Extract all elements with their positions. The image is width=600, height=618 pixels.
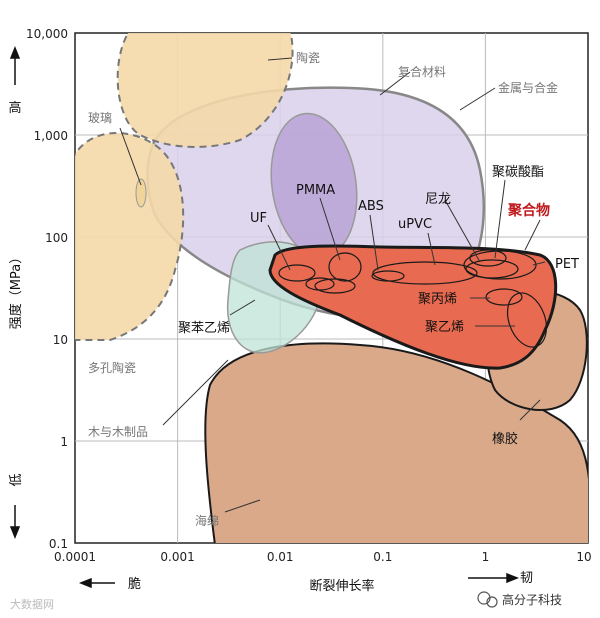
y-axis-bottom-note: 低 xyxy=(9,473,24,486)
y-tick-label: 10,000 xyxy=(26,27,68,41)
label-pet: PET xyxy=(555,257,579,272)
x-tick-label: 10 xyxy=(576,550,591,564)
label-upvc: uPVC xyxy=(398,217,432,232)
y-down-arrow-icon xyxy=(9,505,21,540)
y-tick-label: 10 xyxy=(53,333,68,347)
label-nylon: 尼龙 xyxy=(425,192,451,207)
y-tick-label: 0.1 xyxy=(49,537,68,551)
label-polyethylene: 聚乙烯 xyxy=(425,320,464,335)
y-tick-label: 1 xyxy=(60,435,68,449)
y-tick-label: 100 xyxy=(45,231,68,245)
x-left-arrow-icon xyxy=(78,577,115,589)
leader-lines xyxy=(119,57,546,513)
label-glass: 玻璃 xyxy=(88,111,112,125)
watermark-right: 高分子科技 xyxy=(502,592,562,607)
label-polymers: 聚合物 xyxy=(507,202,550,219)
x-tick-label: 0.0001 xyxy=(54,550,96,564)
x-tick-label: 0.001 xyxy=(160,550,194,564)
region-ceramics xyxy=(116,33,294,148)
x-axis-left-note: 脆 xyxy=(128,576,141,592)
y-tick-label: 1,000 xyxy=(34,129,68,143)
label-rubber: 橡胶 xyxy=(492,431,518,447)
x-axis-title: 断裂伸长率 xyxy=(309,578,374,594)
label-foam: 海绵 xyxy=(195,513,219,528)
region-glass xyxy=(135,178,147,208)
x-tick-label: 1 xyxy=(482,550,490,564)
region-porous-ceramics xyxy=(75,132,185,341)
label-polystyrene: 聚苯乙烯 xyxy=(178,321,230,336)
label-uf: UF xyxy=(250,211,267,226)
region-foam xyxy=(204,342,588,543)
x-right-arrow-icon xyxy=(468,572,520,584)
x-axis-right-note: 韧 xyxy=(520,571,533,586)
y-axis-title: 强度（MPa） xyxy=(8,251,24,329)
label-pmma: PMMA xyxy=(296,183,335,198)
x-tick-label: 0.01 xyxy=(267,550,294,564)
label-porous-ceramics: 多孔陶瓷 xyxy=(88,360,136,375)
x-tick-label: 0.1 xyxy=(373,550,392,564)
label-wood: 木与木制品 xyxy=(88,425,148,439)
label-metals: 金属与合金 xyxy=(498,80,558,95)
label-polypropylene: 聚丙烯 xyxy=(418,292,457,307)
wechat-icon xyxy=(477,591,498,608)
label-ceramics: 陶瓷 xyxy=(296,50,320,65)
watermark-left: 大数据网 xyxy=(10,597,54,611)
label-composites: 复合材料 xyxy=(398,64,446,79)
region-polymers xyxy=(268,244,558,370)
y-up-arrow-icon xyxy=(9,45,21,85)
label-abs: ABS xyxy=(358,199,384,214)
y-axis-top-note: 高 xyxy=(8,100,21,116)
label-polycarbonate: 聚碳酸酯 xyxy=(492,165,544,180)
